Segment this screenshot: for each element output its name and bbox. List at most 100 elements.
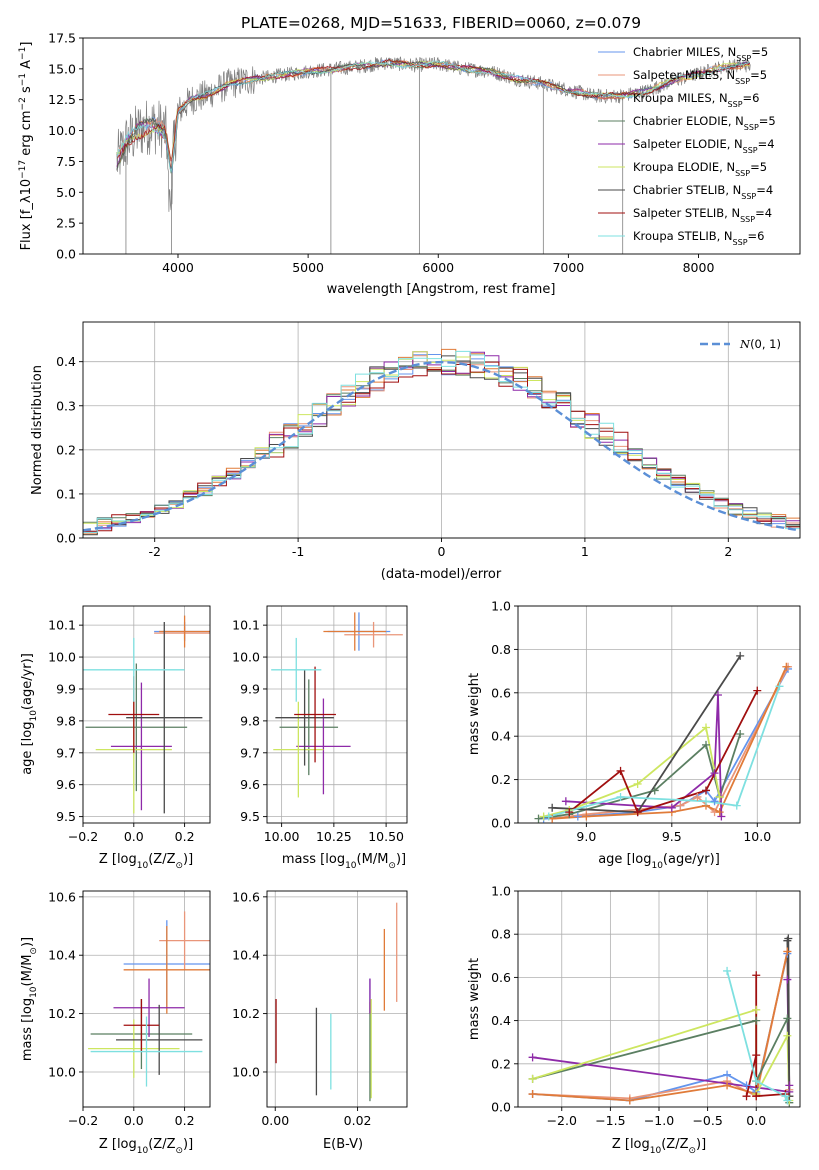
y-tick-label: 10.1: [232, 618, 260, 633]
x-tick-label: 7000: [552, 260, 584, 275]
axes-residuals: -2 -1 0 1 2 0.0 0.1 0.2 0.3 0.4: [56, 321, 801, 559]
x-axis-label: E(B-V): [323, 1137, 363, 1152]
y-tick-label: 10.6: [232, 889, 260, 904]
weight-marker: [723, 1081, 732, 1090]
x-tick-label: 10.25: [316, 829, 352, 844]
y-tick-label: 1.0: [491, 884, 511, 899]
weight-line: [726, 970, 789, 1101]
weight-marker: [732, 801, 741, 810]
weight-marker: [775, 682, 784, 691]
y-axis-label: Normed distribution: [30, 365, 45, 495]
weight-marker: [702, 723, 710, 732]
y-tick-label: 0.2: [491, 1056, 511, 1071]
weight-marker: [742, 1081, 751, 1090]
plot-area: [83, 615, 210, 814]
legend-label: Salpeter STELIB, NSSP=4: [633, 206, 772, 224]
weight-marker: [676, 801, 685, 810]
y-tick-label: 9.9: [240, 681, 260, 696]
weight-marker: [752, 1092, 761, 1101]
weight-marker: [710, 769, 719, 778]
plot-area: [83, 348, 800, 536]
x-tick-label: 6000: [422, 260, 454, 275]
model-line: [116, 60, 750, 173]
weight-marker: [785, 1081, 794, 1090]
weight-marker: [753, 686, 762, 695]
histogram-step: [83, 361, 800, 532]
y-axis-label: age [log10(age/yr)]: [20, 653, 39, 775]
y-tick-label: 9.6: [56, 777, 76, 792]
weight-marker: [534, 814, 543, 823]
x-tick-label: −0.5: [692, 1113, 722, 1128]
plot-area: [538, 655, 789, 820]
legend-label: Chabrier MILES, NSSP=5: [633, 45, 768, 63]
y-axis-label: Flux [f_λ10−17 erg cm−2 s−1 A−1]: [18, 42, 34, 251]
axes-age_vs_mass: 10.00 10.25 10.50 9.5 9.6 9.7 9.8 9.9 10.0 10.1: [232, 605, 408, 844]
x-axis-label: Z [log10(Z/Z⊙)]: [99, 852, 193, 871]
weight-marker: [616, 792, 625, 801]
weight-marker: [781, 1092, 790, 1101]
y-tick-label: 15.0: [48, 61, 76, 76]
weight-line: [552, 666, 789, 820]
x-tick-label: 9.5: [662, 829, 682, 844]
plot-area: [88, 911, 210, 1087]
weight-marker: [573, 812, 582, 821]
legend-label: Kroupa STELIB, NSSP=6: [633, 229, 764, 247]
x-tick-label: 1: [581, 544, 589, 559]
y-tick-label: 0.3: [56, 398, 76, 413]
axes-frame: [82, 321, 801, 539]
weight-marker: [667, 803, 676, 812]
y-tick-label: 9.5: [240, 809, 260, 824]
y-axis-label: mass weight: [467, 958, 482, 1040]
weight-marker: [752, 1016, 761, 1025]
y-tick-label: 10.2: [48, 1006, 76, 1021]
x-tick-label: −0.2: [68, 1113, 98, 1128]
y-tick-label: 0.0: [491, 1100, 511, 1115]
weight-marker: [736, 651, 745, 660]
weight-marker: [625, 1096, 634, 1105]
legend: Chabrier MILES, NSSP=5 Salpeter MILES, NS…: [598, 45, 776, 247]
y-tick-label: 1.0: [491, 599, 511, 614]
y-tick-label: 10.0: [48, 1064, 76, 1079]
weight-marker: [752, 1077, 761, 1086]
y-tick-label: 7.5: [56, 154, 76, 169]
weight-marker: [783, 1031, 792, 1040]
weight-marker: [752, 1005, 761, 1014]
weight-marker: [565, 808, 574, 817]
x-tick-label: 8000: [683, 260, 715, 275]
weight-marker: [715, 792, 724, 801]
x-axis-label: age [log10(age/yr)]: [598, 852, 720, 871]
weight-marker: [782, 662, 791, 671]
weight-marker: [582, 812, 591, 821]
y-tick-label: 10.0: [48, 123, 76, 138]
legend-label: Chabrier STELIB, NSSP=4: [633, 183, 773, 201]
weight-marker: [710, 797, 719, 806]
weight-marker: [544, 812, 553, 821]
x-tick-label: −1.5: [595, 1113, 625, 1128]
y-tick-label: 0.4: [491, 1013, 511, 1028]
x-tick-label: -2: [148, 544, 160, 559]
weight-marker: [736, 730, 745, 739]
weight-marker: [783, 975, 792, 984]
legend-label: Chabrier ELODIE, NSSP=5: [633, 114, 776, 132]
y-tick-label: 0.0: [56, 531, 76, 546]
y-tick-label: 9.7: [240, 745, 260, 760]
y-tick-label: 9.9: [56, 681, 76, 696]
y-tick-label: 9.5: [56, 809, 76, 824]
y-tick-label: 10.0: [232, 650, 260, 665]
weight-marker: [693, 792, 702, 801]
y-tick-label: 0.0: [491, 816, 511, 831]
gaussian-curve: [83, 360, 800, 532]
x-axis-label: (data-model)/error: [381, 567, 502, 582]
y-tick-label: 0.6: [491, 970, 511, 985]
weight-marker: [702, 786, 710, 795]
weight-marker: [752, 1051, 761, 1060]
axes-frame: [266, 605, 408, 824]
weight-line: [538, 733, 742, 820]
x-axis-label: Z [log10(Z/Z⊙)]: [99, 1137, 193, 1156]
axes-frame: [517, 890, 801, 1108]
weight-marker: [752, 971, 761, 980]
y-tick-label: 10.4: [48, 948, 76, 963]
x-tick-label: 5000: [292, 260, 324, 275]
y-tick-label: 0.2: [491, 772, 511, 787]
